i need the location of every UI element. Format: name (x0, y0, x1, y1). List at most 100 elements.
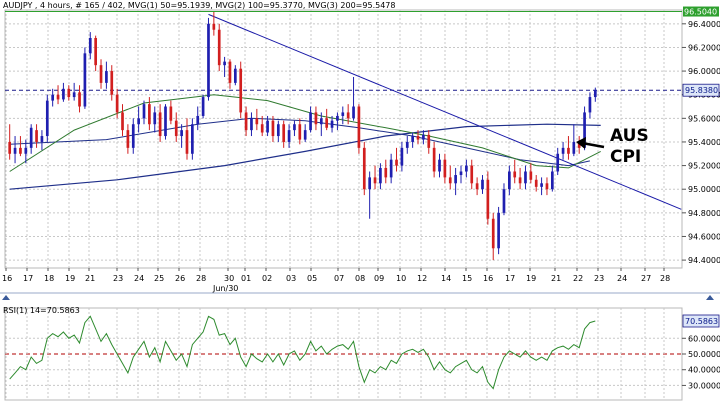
candle-body (56, 94, 60, 100)
time-tick-label: 24 (617, 274, 627, 283)
candle (185, 118, 189, 160)
candle (588, 92, 592, 119)
time-tick-label: 05 (307, 274, 317, 283)
rsi-tick-label: 60.0000 (688, 334, 720, 343)
candle-body (298, 124, 302, 140)
time-tick-label: 14 (441, 274, 451, 283)
candle (443, 153, 447, 184)
candle (153, 106, 157, 133)
candle (276, 120, 280, 142)
candle (556, 147, 560, 176)
candle (142, 100, 146, 125)
candle (196, 106, 200, 131)
candle-body (250, 118, 253, 131)
candle (266, 115, 269, 137)
candle-body (78, 92, 81, 107)
candle-body (148, 104, 151, 125)
time-tick-label: 17 (505, 274, 515, 283)
candle (201, 94, 205, 119)
time-tick-label: 25 (154, 274, 164, 283)
rsi-panel: 60.0000 50.0000 40.0000 30.0000 70.5863 (4, 307, 720, 401)
current-price-badge-label: 95.8380 (685, 86, 718, 95)
time-tick-label: 27 (641, 274, 651, 283)
candle (217, 23, 221, 72)
price-tick-label: 94.8000 (688, 209, 720, 218)
candle-body (325, 118, 329, 128)
candle (131, 118, 135, 154)
candle (126, 124, 130, 154)
candle (513, 159, 517, 184)
time-tick-label: 22 (573, 274, 583, 283)
current-price-badge (682, 83, 720, 97)
candle-body (336, 115, 339, 121)
candle (325, 108, 329, 131)
time-tick-label: 03 (286, 274, 296, 283)
candle (352, 76, 355, 121)
candle-body (588, 97, 592, 113)
candle (524, 165, 527, 190)
collapse-up-icon-right[interactable] (706, 295, 714, 300)
rsi-line (9, 315, 596, 390)
price-tick-label: 95.4000 (688, 138, 720, 147)
candle-body (83, 53, 87, 107)
candle (223, 56, 226, 77)
candle (454, 167, 457, 196)
candle (577, 136, 581, 154)
candle-body (212, 23, 216, 30)
time-sublabel: Jun/30 (212, 284, 238, 293)
candle-body (67, 88, 71, 98)
candle-body (319, 118, 323, 125)
candle (395, 147, 398, 172)
candle-body (287, 130, 291, 142)
candle (158, 104, 162, 142)
candle-body (438, 159, 441, 172)
price-panel-frame (4, 9, 683, 269)
candle-body (529, 171, 533, 180)
candle-body (357, 106, 361, 148)
candle (448, 165, 452, 190)
collapse-up-icon[interactable] (2, 295, 10, 300)
candle (416, 130, 420, 145)
candle (169, 100, 173, 125)
top-price-badge (683, 6, 719, 17)
candle (545, 177, 549, 196)
candle (35, 124, 38, 148)
candle-body (384, 167, 388, 178)
candle-body (115, 94, 119, 113)
candle-body (341, 112, 345, 116)
candle (346, 104, 350, 125)
candle (29, 124, 33, 154)
candle (486, 171, 490, 225)
candle-body (271, 120, 275, 137)
candle (137, 106, 140, 133)
candle (362, 141, 366, 196)
time-tick-label: 02 (262, 274, 272, 283)
candle-body (72, 92, 76, 98)
candle-body (475, 183, 479, 190)
candle (8, 124, 12, 160)
candle-body (508, 171, 511, 190)
candle-body (131, 124, 135, 148)
candle-body (51, 94, 55, 101)
candle-body (362, 147, 366, 190)
candle-body (29, 127, 33, 148)
price-tick-label: 96.4000 (688, 20, 720, 29)
candle-body (164, 106, 167, 137)
time-axis: 16 17 18 19 21 23 24 25 26 28 30 01 02 03 05 07 08 09 10 12… (2, 268, 670, 293)
annotation-line-2: CPI (610, 147, 641, 167)
candle (239, 61, 243, 119)
candle-body (545, 183, 549, 190)
candle (389, 153, 393, 184)
candle-body (121, 112, 124, 131)
candle-body (35, 130, 38, 142)
candle-body (88, 37, 92, 54)
price-tick-label: 95.6000 (688, 114, 720, 123)
candle (110, 65, 114, 101)
candle-body (518, 177, 522, 184)
rsi-header: RSI(1) 14=70.5863 (3, 306, 80, 315)
candle-body (169, 106, 173, 121)
candle (72, 82, 76, 101)
time-tick-label: 12 (417, 274, 427, 283)
candle-body (196, 115, 200, 125)
candle-body (593, 89, 597, 98)
